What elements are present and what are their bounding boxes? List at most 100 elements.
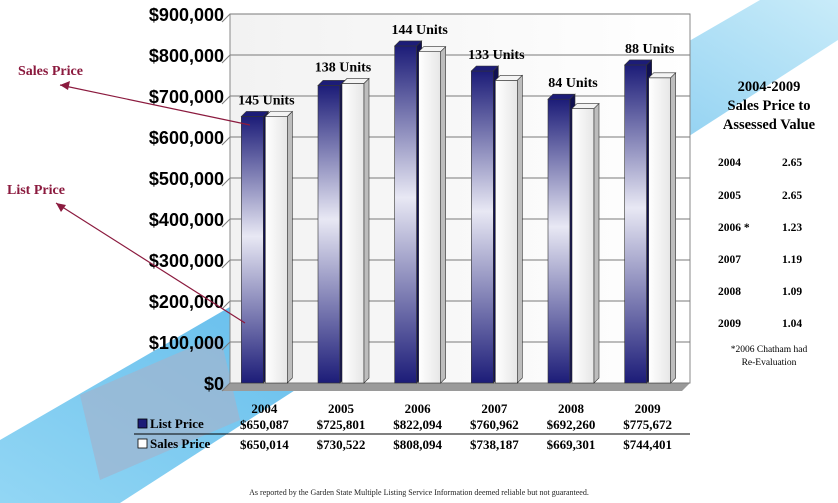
sales-price-bar-front — [265, 116, 288, 384]
sales-price-arrowhead — [60, 81, 70, 90]
list-price-bar-front — [547, 98, 571, 384]
disclaimer: As reported by the Garden State Multiple… — [249, 488, 589, 497]
ratio-value: 1.23 — [782, 222, 803, 234]
unit-label: 138 Units — [315, 60, 372, 75]
x-tick-label: 2007 — [481, 401, 508, 416]
ratio-value: 1.19 — [782, 254, 803, 266]
list-price-bar-front — [394, 45, 417, 384]
x-tick-label: 2006 — [405, 401, 432, 416]
unit-label: 133 Units — [468, 48, 525, 63]
legend-swatch-sales — [137, 438, 148, 449]
ratio-value: 1.04 — [782, 318, 803, 330]
assessed-value-panel: 2004-2009 Sales Price to Assessed Value … — [700, 78, 838, 368]
list-price-bar-front — [241, 116, 264, 384]
y-tick-label: $0 — [204, 374, 224, 394]
gridlines — [221, 13, 690, 392]
sales-price-value: $738,187 — [470, 437, 519, 452]
list-price-bar — [547, 93, 576, 384]
list-price-bar-front — [471, 70, 494, 384]
y-tick-label: $800,000 — [149, 46, 224, 66]
list-price-bar-front — [624, 64, 647, 384]
ratio-year: 2005 — [718, 190, 741, 202]
list-price-bar — [623, 59, 653, 384]
list-price-value: $760,962 — [470, 417, 519, 432]
list-price-value: $650,087 — [240, 417, 289, 432]
ratio-value: 1.09 — [782, 286, 803, 298]
x-tick-label: 2004 — [251, 401, 278, 416]
unit-label: 144 Units — [391, 23, 448, 38]
ratio-year: 2007 — [718, 254, 741, 266]
panel-title-line3: Assessed Value — [722, 117, 816, 133]
panel-title-line2: Sales Price to — [727, 98, 811, 114]
legend-label-sales: Sales Price — [150, 436, 211, 451]
sales-price-bar — [341, 77, 370, 384]
x-tick-label: 2005 — [328, 401, 355, 416]
ratio-value: 2.65 — [782, 157, 803, 169]
sales-price-value: $744,401 — [623, 437, 672, 452]
sales-price-bar-side — [287, 110, 293, 384]
annotation-arrows — [55, 81, 251, 324]
gridline-side — [221, 95, 231, 105]
y-tick-label: $100,000 — [149, 333, 224, 353]
panel-title-line1: 2004-2009 — [737, 79, 801, 95]
ratio-value: 2.65 — [782, 190, 803, 202]
list-price-value: $775,672 — [623, 417, 672, 432]
x-tick-label: 2009 — [635, 401, 662, 416]
bars — [240, 40, 677, 384]
data-table: List Price Sales Price 2004$650,087 $650,01… — [134, 401, 690, 452]
ratio-year: 2006 * — [718, 222, 750, 234]
sales-price-bar-side — [517, 74, 523, 384]
sales-price-value: $808,094 — [393, 437, 442, 452]
sales-price-arrow — [59, 84, 251, 126]
list-price-bar — [317, 79, 346, 384]
y-tick-label: $300,000 — [149, 251, 224, 271]
gridline-side — [221, 300, 231, 310]
sales-price-bar — [647, 72, 677, 384]
y-tick-label: $600,000 — [149, 128, 224, 148]
list-price-arrowhead — [56, 203, 66, 212]
ratio-year: 2009 — [718, 318, 741, 330]
sales-price-bar — [571, 102, 600, 384]
gridline-side — [221, 136, 231, 146]
gridline-side — [221, 13, 231, 23]
y-tick-label: $900,000 — [149, 5, 224, 25]
y-tick-label: $200,000 — [149, 292, 224, 312]
list-price-arrow — [55, 202, 246, 324]
ratio-year: 2008 — [718, 286, 741, 298]
unit-label: 88 Units — [625, 42, 675, 57]
unit-label: 145 Units — [238, 93, 295, 108]
legend-label-list: List Price — [150, 416, 204, 431]
plot-floor — [222, 383, 690, 391]
gridline-side — [221, 382, 231, 392]
list-price-bar-front — [317, 85, 341, 384]
x-tick-label: 2008 — [558, 401, 585, 416]
sales-price-bar — [494, 74, 524, 384]
gridline-side — [221, 54, 231, 64]
sales-price-bar-side — [593, 102, 600, 384]
gridline-side — [221, 218, 231, 228]
panel-note-line2: Re-Evaluation — [741, 358, 797, 368]
sales-price-bar-side — [670, 72, 676, 384]
sales-price-bar-side — [363, 77, 370, 384]
sales-price-bar — [264, 110, 294, 384]
list-price-bar — [470, 65, 500, 384]
y-axis: $0 $100,000 $200,000 $300,000 $400,000 $500,0… — [149, 5, 224, 394]
legend-swatch-list — [137, 418, 148, 429]
list-price-value: $725,801 — [317, 417, 366, 432]
list-price-value: $822,094 — [393, 417, 442, 432]
sales-price-bar-front — [341, 83, 365, 384]
panel-note: *2006 Chatham had Re-Evaluation — [700, 344, 838, 370]
gridline-side — [221, 259, 231, 269]
sales-price-annotation: Sales Price — [18, 64, 83, 79]
y-tick-label: $500,000 — [149, 169, 224, 189]
panel-note-line1: *2006 Chatham had — [730, 345, 808, 355]
sales-price-value: $730,522 — [317, 437, 366, 452]
sales-price-bar-front — [571, 108, 595, 384]
list-price-value: $692,260 — [547, 417, 596, 432]
gridline-side — [221, 341, 231, 351]
list-price-bar — [240, 110, 270, 384]
list-price-annotation: List Price — [7, 183, 65, 198]
sales-price-bar-side — [440, 45, 446, 384]
y-tick-label: $700,000 — [149, 87, 224, 107]
